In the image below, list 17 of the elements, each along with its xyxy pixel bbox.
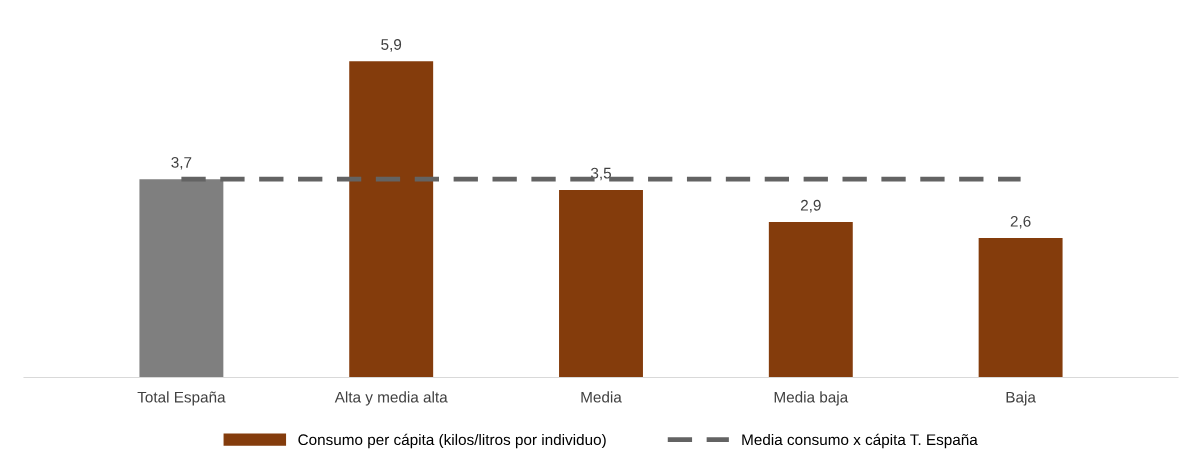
x-tick-label: Media baja	[774, 391, 849, 406]
x-tick-label: Alta y media alta	[334, 391, 448, 406]
legend-label: Media consumo x cápita T. España	[742, 433, 978, 449]
bar	[139, 179, 224, 378]
bar	[559, 189, 643, 378]
data-label: 2,6	[1010, 215, 1031, 229]
data-label: 2,9	[800, 199, 821, 213]
data-label: 3,5	[590, 167, 611, 181]
bar	[978, 238, 1063, 378]
x-tick-label: Baja	[1006, 391, 1036, 406]
bar	[768, 222, 853, 378]
data-label: 5,9	[381, 39, 402, 52]
x-tick-label: Media	[581, 391, 622, 403]
bar	[349, 61, 434, 378]
legend-label: Consumo per cápita (kilos/litros por individuo)	[298, 433, 606, 449]
data-label: 3,7	[171, 156, 192, 170]
x-tick-label: Total España	[137, 391, 226, 406]
